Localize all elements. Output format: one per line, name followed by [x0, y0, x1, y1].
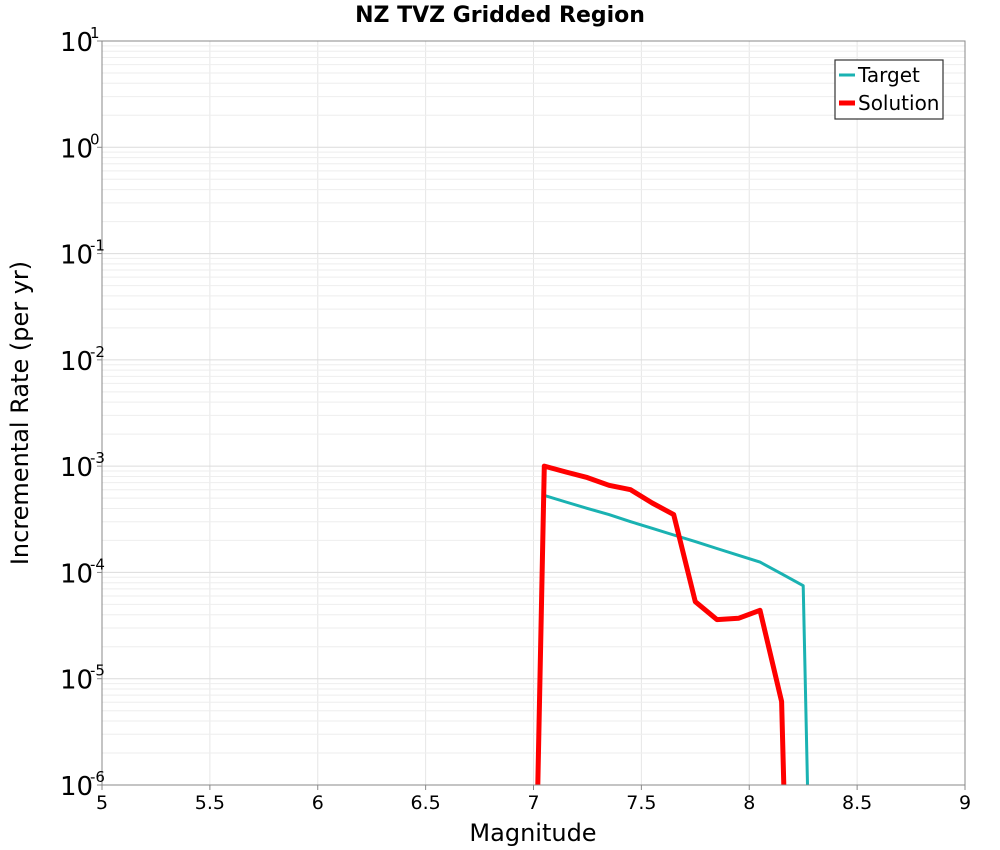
x-tick-label: 6.5 [411, 792, 441, 814]
x-axis-label: Magnitude [469, 819, 596, 847]
series-line-target [543, 493, 809, 786]
legend-label-solution: Solution [858, 91, 939, 115]
chart-title: NZ TVZ Gridded Region [355, 3, 645, 28]
x-tick-label: 8 [743, 792, 755, 814]
y-tick-label: 10 [60, 772, 93, 802]
y-tick-exponent: 0 [90, 130, 100, 148]
legend-label-target: Target [857, 63, 920, 87]
series-layer [535, 463, 809, 786]
y-tick-exponent: -2 [90, 343, 105, 361]
y-tick-exponent: -4 [90, 555, 105, 573]
x-tick-label: 8.5 [842, 792, 872, 814]
y-tick-label: 10 [60, 559, 93, 589]
y-axis-label: Incremental Rate (per yr) [6, 261, 34, 565]
x-axis-ticks: 5 5.5 6 6.5 7 7.5 8 8.5 9 [96, 785, 971, 814]
y-tick-label: 10 [60, 453, 93, 483]
x-tick-label: 7.5 [626, 792, 656, 814]
x-tick-label: 5 [96, 792, 108, 814]
grid [101, 41, 966, 786]
y-tick-label: 10 [60, 134, 93, 164]
y-tick-exponent: -1 [90, 237, 105, 255]
legend-box [834, 59, 944, 120]
x-tick-label: 7 [527, 792, 539, 814]
y-tick-label: 10 [60, 666, 93, 696]
y-tick-exponent: 1 [90, 24, 100, 42]
y-tick-exponent: -5 [90, 662, 105, 680]
y-tick-label: 10 [60, 347, 93, 377]
y-tick-label: 10 [60, 28, 93, 58]
y-tick-exponent: -3 [90, 449, 105, 467]
x-tick-label: 9 [959, 792, 971, 814]
x-tick-label: 5.5 [195, 792, 225, 814]
y-tick-label: 10 [60, 241, 93, 271]
x-tick-label: 6 [312, 792, 324, 814]
y-tick-exponent: -6 [90, 768, 105, 786]
legend: Target Solution [834, 59, 944, 120]
series-line-solution [535, 463, 787, 786]
